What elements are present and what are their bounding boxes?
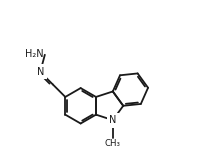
Text: N: N <box>37 67 44 77</box>
Text: CH₃: CH₃ <box>104 139 120 148</box>
Text: N: N <box>109 115 116 125</box>
Text: H₂N: H₂N <box>25 49 44 59</box>
